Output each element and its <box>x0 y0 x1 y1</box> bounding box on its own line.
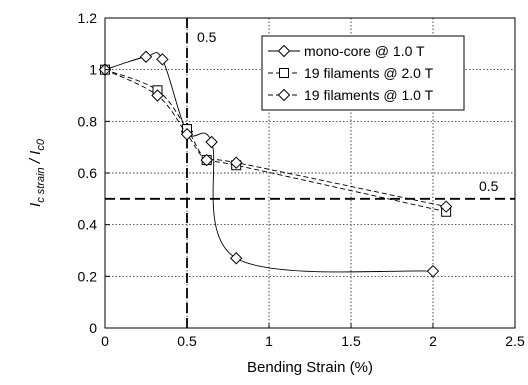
legend: mono-core @ 1.0 T 19 filaments @ 2.0 T 19 … <box>261 35 465 111</box>
x-tick-label: 1 <box>265 333 273 349</box>
axis-ticks: 0 0.5 1 1.5 2 2.5 0 0.2 0.4 0.6 0.8 1 1.2 <box>78 10 525 349</box>
y-tick-label: 0.4 <box>78 217 98 233</box>
x-tick-label: 0 <box>101 333 109 349</box>
vertical-reference-label: 0.5 <box>197 29 217 45</box>
diamond-marker <box>229 156 243 169</box>
diamond-marker <box>426 264 440 278</box>
y-axis-title-sub2: c0 <box>35 138 47 151</box>
diamond-marker <box>151 89 164 102</box>
diamond-marker <box>139 50 153 63</box>
legend-label: mono-core @ 1.0 T <box>304 43 425 59</box>
y-axis-title-sub1: c strain <box>35 167 47 202</box>
y-tick-label: 0 <box>89 320 97 336</box>
legend-diamond-marker <box>277 44 291 58</box>
diamond-marker <box>229 252 243 265</box>
legend-diamond-marker <box>277 88 291 102</box>
legend-item: 19 filaments @ 2.0 T <box>268 65 434 81</box>
y-tick-label: 0.6 <box>78 165 98 181</box>
y-tick-label: 0.2 <box>78 268 98 284</box>
data-series <box>98 50 453 278</box>
x-tick-label: 2.5 <box>505 333 525 349</box>
x-tick-label: 1.5 <box>341 333 361 349</box>
legend-label: 19 filaments @ 2.0 T <box>304 65 434 81</box>
y-axis-title: Ic strain / Ic0 <box>27 138 47 207</box>
legend-square-marker <box>279 68 289 78</box>
y-tick-label: 1.2 <box>78 10 98 26</box>
legend-item: mono-core @ 1.0 T <box>268 43 425 59</box>
diamond-marker <box>205 135 218 149</box>
y-axis-title-main: I <box>27 203 44 207</box>
diamond-marker <box>156 53 169 66</box>
reference-lines <box>105 18 515 328</box>
diamond-marker <box>200 153 213 167</box>
horizontal-reference-label: 0.5 <box>479 178 499 194</box>
diamond-marker <box>180 128 194 141</box>
y-axis-title-sep: / I <box>27 151 44 168</box>
y-tick-label: 1 <box>89 62 97 78</box>
y-tick-label: 0.8 <box>78 113 98 129</box>
x-tick-label: 0.5 <box>177 333 197 349</box>
legend-label: 19 filaments @ 1.0 T <box>304 87 434 103</box>
legend-item: 19 filaments @ 1.0 T <box>268 87 434 103</box>
diamond-marker <box>439 200 453 213</box>
x-axis-title: Bending Strain (%) <box>247 359 373 376</box>
x-tick-label: 2 <box>429 333 437 349</box>
